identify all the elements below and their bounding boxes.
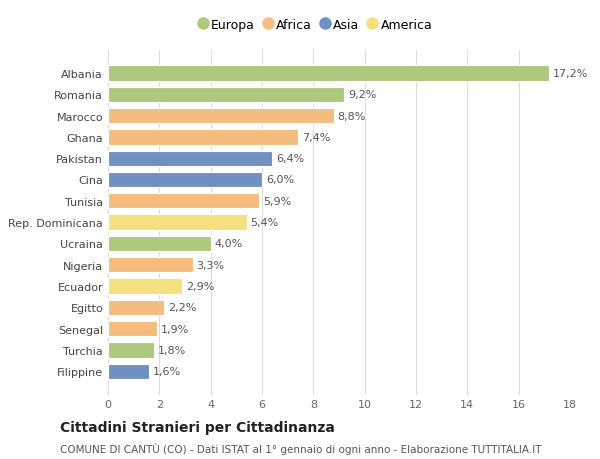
Bar (108, 87, 344, 103)
Text: 5,9%: 5,9% (263, 196, 292, 207)
Text: Cittadini Stranieri per Cittadinanza: Cittadini Stranieri per Cittadinanza (60, 420, 335, 434)
Bar (108, 321, 157, 336)
Bar (108, 257, 193, 273)
Bar (108, 109, 334, 124)
Text: 3,3%: 3,3% (197, 260, 224, 270)
Text: 6,0%: 6,0% (266, 175, 294, 185)
Text: 1,8%: 1,8% (158, 345, 187, 355)
Bar (108, 151, 272, 167)
Text: 6,4%: 6,4% (276, 154, 304, 164)
Bar (108, 66, 550, 81)
Text: 7,4%: 7,4% (302, 133, 330, 143)
Bar (108, 279, 182, 294)
Text: 2,2%: 2,2% (169, 302, 197, 313)
Text: 4,0%: 4,0% (215, 239, 243, 249)
Legend: Europa, Africa, Asia, America: Europa, Africa, Asia, America (196, 16, 436, 36)
Text: 2,9%: 2,9% (186, 281, 215, 291)
Text: COMUNE DI CANTÙ (CO) - Dati ISTAT al 1° gennaio di ogni anno - Elaborazione TUTT: COMUNE DI CANTÙ (CO) - Dati ISTAT al 1° … (60, 442, 542, 453)
Bar (108, 236, 211, 252)
Bar (108, 342, 154, 358)
Text: 1,9%: 1,9% (161, 324, 189, 334)
Bar (108, 215, 247, 230)
Bar (108, 194, 259, 209)
Text: 8,8%: 8,8% (338, 112, 366, 121)
Text: 9,2%: 9,2% (348, 90, 376, 100)
Text: 5,4%: 5,4% (250, 218, 279, 228)
Text: 1,6%: 1,6% (153, 366, 181, 376)
Bar (108, 130, 298, 145)
Bar (108, 300, 164, 315)
Bar (108, 173, 262, 188)
Text: 17,2%: 17,2% (553, 69, 589, 79)
Bar (108, 364, 149, 379)
